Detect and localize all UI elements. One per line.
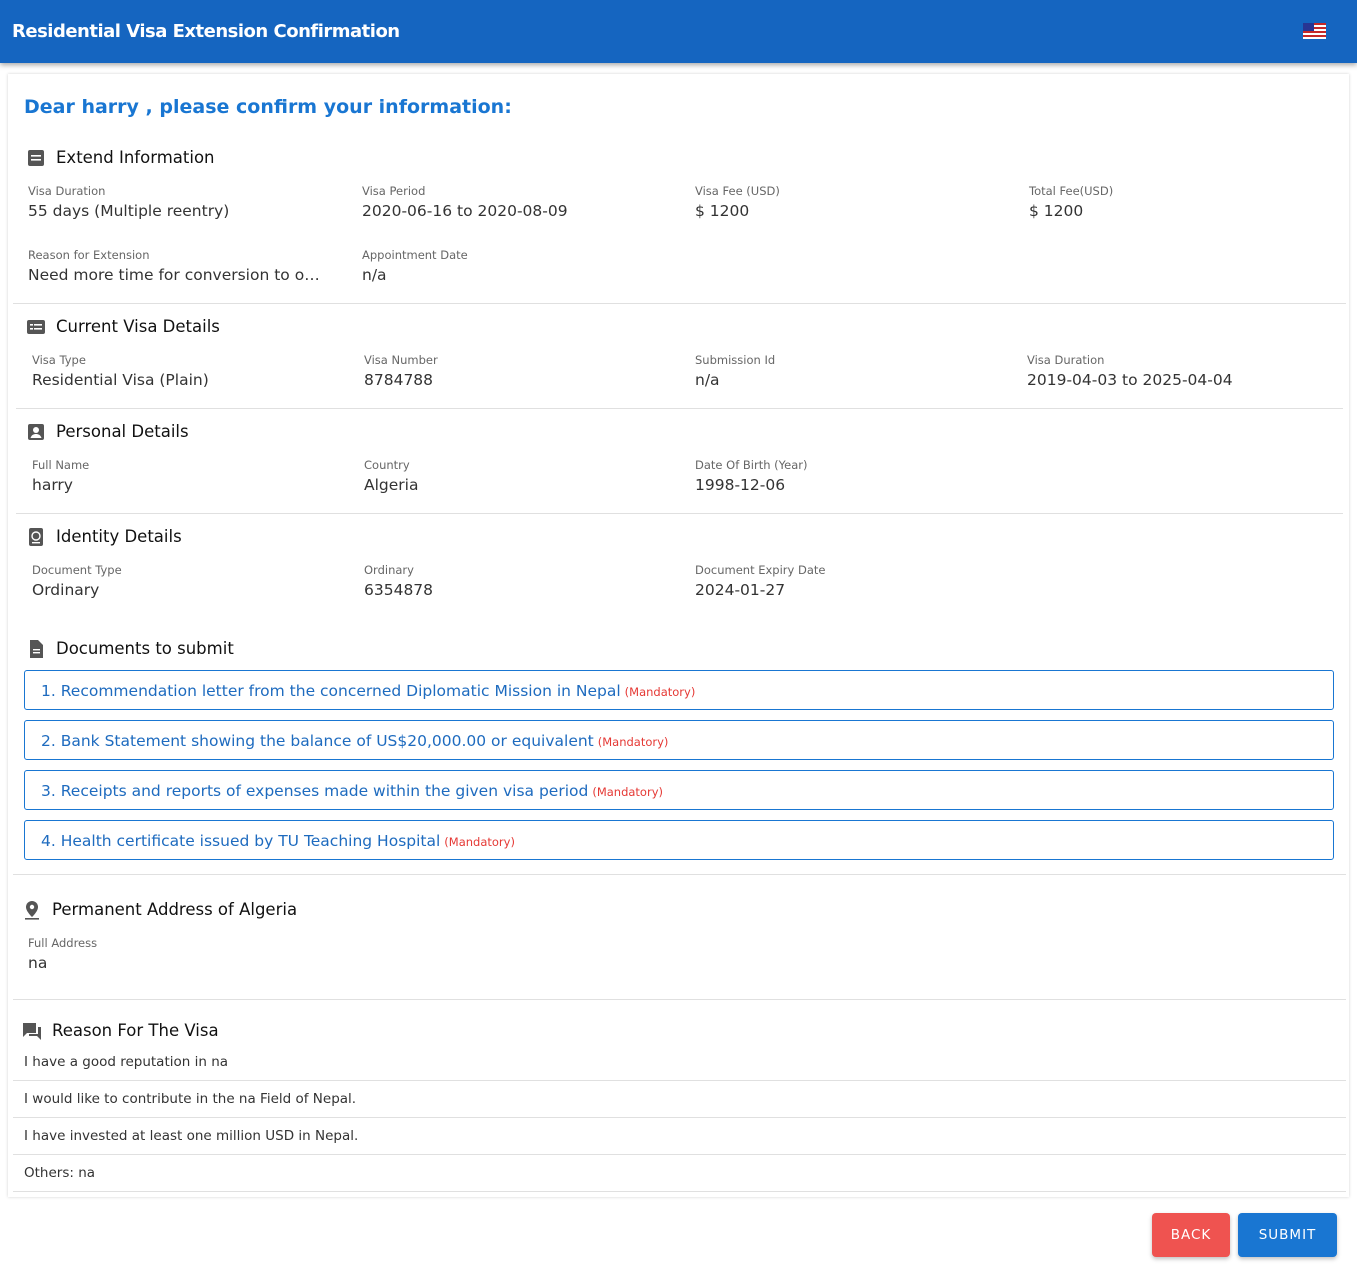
section-icon [30,640,43,658]
field-value: na [28,954,48,972]
mandatory-tag: (Mandatory) [624,685,696,699]
field-label: Visa Type [32,353,86,367]
section-title: Current Visa Details [56,317,220,336]
field-value: $ 1200 [1029,202,1084,220]
divider [16,408,1343,409]
back-button[interactable]: BACK [1152,1213,1230,1257]
reason-item: I have a good reputation in na [24,1054,229,1070]
field-label: Country [364,458,410,472]
document-item[interactable]: 4. Health certificate issued by TU Teach… [24,820,1334,860]
field-label: Document Type [32,563,122,577]
section-title: Documents to submit [56,639,234,658]
field-label: Reason for Extension [28,248,150,262]
greeting: Dear harry , please confirm your informa… [24,96,512,118]
section-title: Personal Details [56,422,189,441]
document-item[interactable]: 1. Recommendation letter from the concer… [24,670,1334,710]
field-label: Total Fee(USD) [1029,184,1114,198]
field-label: Date Of Birth (Year) [695,458,808,472]
field-value: Need more time for conversion to o… [28,266,320,284]
divider [13,1154,1346,1155]
document-text: 3. Receipts and reports of expenses made… [41,782,589,800]
field-label: Submission Id [695,353,776,367]
submit-button[interactable]: SUBMIT [1238,1213,1337,1257]
section-icon [28,150,44,166]
section-icon [29,528,43,546]
language-flag[interactable] [1303,23,1326,39]
field-label: Visa Period [362,184,426,198]
field-value: Algeria [364,476,419,494]
mandatory-tag: (Mandatory) [592,785,663,799]
reason-item: I would like to contribute in the na Fie… [24,1091,357,1107]
section-icon [25,901,39,920]
section-icon [23,1023,41,1040]
document-item[interactable]: 3. Receipts and reports of expenses made… [24,770,1334,810]
field-value: Ordinary [32,581,100,599]
section-title: Identity Details [56,527,182,546]
divider [16,513,1343,514]
field-value: 2024-01-27 [695,581,786,599]
reason-item: Others: na [24,1165,96,1181]
section-title: Permanent Address of Algeria [52,900,298,919]
confirmation-card [8,74,1349,1197]
document-text: 2. Bank Statement showing the balance of… [41,732,594,750]
section-icon [28,424,44,440]
divider [13,1080,1346,1081]
field-value: 55 days (Multiple reentry) [28,202,230,220]
field-label: Appointment Date [362,248,468,262]
reason-item: I have invested at least one million USD… [24,1128,359,1144]
document-item[interactable]: 2. Bank Statement showing the balance of… [24,720,1334,760]
field-value: Residential Visa (Plain) [32,371,209,389]
field-value: n/a [362,266,387,284]
divider [13,999,1346,1000]
app-title: Residential Visa Extension Confirmation [12,21,400,42]
divider [13,303,1346,304]
document-text: 4. Health certificate issued by TU Teach… [41,832,441,850]
divider [13,874,1346,875]
field-label: Visa Number [364,353,438,367]
document-text: 1. Recommendation letter from the concer… [41,682,621,700]
divider [13,1191,1346,1192]
section-title: Extend Information [56,148,215,167]
field-value: $ 1200 [695,202,750,220]
field-value: n/a [695,371,720,389]
app-bar: Residential Visa Extension Confirmation [0,0,1357,63]
field-label: Full Name [32,458,90,472]
field-label: Visa Duration [28,184,106,198]
field-value: harry [32,476,73,494]
field-label: Document Expiry Date [695,563,826,577]
mandatory-tag: (Mandatory) [597,735,669,749]
section-icon [27,320,45,334]
field-value: 2019-04-03 to 2025-04-04 [1027,371,1233,389]
section-title: Reason For The Visa [52,1021,219,1040]
field-value: 1998-12-06 [695,476,786,494]
field-value: 2020-06-16 to 2020-08-09 [362,202,568,220]
divider [13,1117,1346,1118]
field-value: 8784788 [364,371,434,389]
field-value: 6354878 [364,581,434,599]
field-label: Full Address [28,936,98,950]
field-label: Visa Duration [1027,353,1105,367]
field-label: Ordinary [364,563,414,577]
field-label: Visa Fee (USD) [695,184,780,198]
mandatory-tag: (Mandatory) [444,835,515,849]
